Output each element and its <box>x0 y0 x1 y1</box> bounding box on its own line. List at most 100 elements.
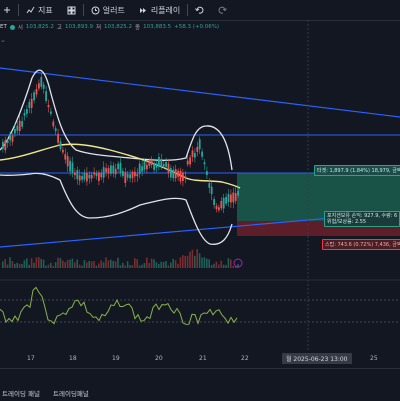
volume-bar <box>110 259 112 268</box>
volume-bar <box>86 262 88 268</box>
candle-body <box>222 197 225 209</box>
volume-bar <box>16 262 18 268</box>
target-label[interactable]: 타겟: 1,897.9 (1.84%) 18,979, 금액: <box>314 165 400 176</box>
undo-icon <box>195 6 204 14</box>
open-key: 시 <box>17 25 23 31</box>
tick-25: 25 <box>370 355 378 362</box>
volume-bar <box>71 258 74 268</box>
candle-body <box>143 161 146 170</box>
volume-bar <box>186 255 189 268</box>
upper-trendline[interactable] <box>0 67 400 118</box>
volume-bar <box>11 261 14 268</box>
volume-bar <box>26 258 28 268</box>
volume-bar <box>172 258 174 268</box>
candle-body <box>57 133 59 143</box>
undo-button[interactable] <box>188 0 211 20</box>
candle-body <box>191 150 194 158</box>
stop-label[interactable]: 스탑: 743.6 (0.72%) 7,436, 금액: <box>322 239 400 250</box>
top-toolbar: 지표 얼러트 리플레이 <box>0 0 400 21</box>
candle-body <box>129 174 131 179</box>
volume-bar <box>23 260 26 268</box>
volume-bar <box>9 257 11 268</box>
volume-bar <box>45 265 47 268</box>
templates-icon <box>67 6 76 14</box>
volume-bar <box>194 255 196 268</box>
candle-body <box>110 165 112 174</box>
candle-body <box>220 200 223 209</box>
templates-button[interactable] <box>60 0 83 20</box>
candle-body <box>76 170 79 180</box>
divider <box>18 4 19 16</box>
volume-bar <box>184 255 186 268</box>
volume-bar <box>227 258 230 268</box>
volume-bar <box>102 262 105 268</box>
replay-button[interactable]: 리플레이 <box>132 0 187 20</box>
volume-bar <box>81 265 83 268</box>
candle-body <box>126 174 129 178</box>
volume-bar <box>146 257 148 268</box>
volume-bar <box>4 258 6 268</box>
volume-bar <box>6 264 9 268</box>
volume-bar <box>138 265 141 268</box>
candle-body <box>150 159 153 165</box>
volume-bar <box>117 257 119 268</box>
volume-bar <box>131 265 134 268</box>
event-marker-icon[interactable] <box>233 258 243 268</box>
volume-bar <box>237 264 239 268</box>
candle-body <box>9 133 11 141</box>
candle-body <box>33 92 35 101</box>
volume-bar <box>38 257 40 268</box>
indicators-button[interactable]: 지표 <box>19 0 60 20</box>
time-axis[interactable]: 17 18 19 20 21 22 월 2025-06-23 13:00 25 <box>0 351 400 365</box>
candle-body <box>38 83 40 89</box>
candle-body <box>95 173 98 177</box>
open-value: 103,825.2 <box>25 24 54 30</box>
candle-body <box>141 166 143 172</box>
position-label[interactable]: 포지션보유 손익: 927.9, 수량: 6 위험/보상률: 2.55 <box>324 211 400 227</box>
candle-body <box>225 196 227 204</box>
candle-body <box>64 154 67 160</box>
symbol-suffix[interactable]: ET <box>0 24 7 30</box>
candle-body <box>14 128 16 134</box>
ohlc-legend: ET 시 103,825.2 고 103,893.9 저 103,825.2 종 103… <box>0 21 219 33</box>
symbol-menu[interactable] <box>0 0 18 20</box>
redo-button[interactable] <box>211 0 234 20</box>
candle-body <box>170 168 172 178</box>
volume-bar <box>179 257 182 268</box>
volume-bar <box>162 261 165 268</box>
tab-trading-panel[interactable]: 트레이딩 패널 <box>2 390 40 398</box>
candle-body <box>196 146 199 152</box>
candle-body <box>59 141 62 150</box>
volume-bar <box>28 264 30 268</box>
volume-bar <box>47 264 50 268</box>
volume-bar <box>167 265 170 268</box>
volume-bar <box>165 261 167 268</box>
volume-bar <box>122 262 124 268</box>
volume-bar <box>78 264 81 268</box>
divider <box>82 4 84 16</box>
volume-bar <box>95 265 98 268</box>
tick-18: 18 <box>69 355 77 362</box>
indicators-icon <box>26 6 35 13</box>
volume-bar <box>213 263 215 268</box>
price-chart[interactable] <box>0 0 400 352</box>
candle-body <box>66 156 69 167</box>
candle-body <box>237 190 239 196</box>
high-key: 고 <box>56 25 62 31</box>
volume-bar <box>59 258 62 268</box>
volume-bar <box>174 260 177 268</box>
candle-body <box>131 171 134 179</box>
candle-body <box>93 172 95 175</box>
tab-trading-panel-2[interactable]: 트레이딩패널 <box>53 390 89 398</box>
volume-bar <box>201 257 203 268</box>
alert-button[interactable]: 얼러트 <box>84 0 132 20</box>
volume-bar <box>93 261 95 268</box>
candle-body <box>160 158 163 168</box>
volume-bar <box>141 264 143 268</box>
volume-bar <box>134 258 136 268</box>
collapse-arrow-icon[interactable]: ⌄ <box>0 36 6 44</box>
candle-body <box>23 112 26 116</box>
candle-body <box>189 157 191 165</box>
oscillator-line <box>0 286 238 325</box>
volume-bar <box>50 262 52 268</box>
